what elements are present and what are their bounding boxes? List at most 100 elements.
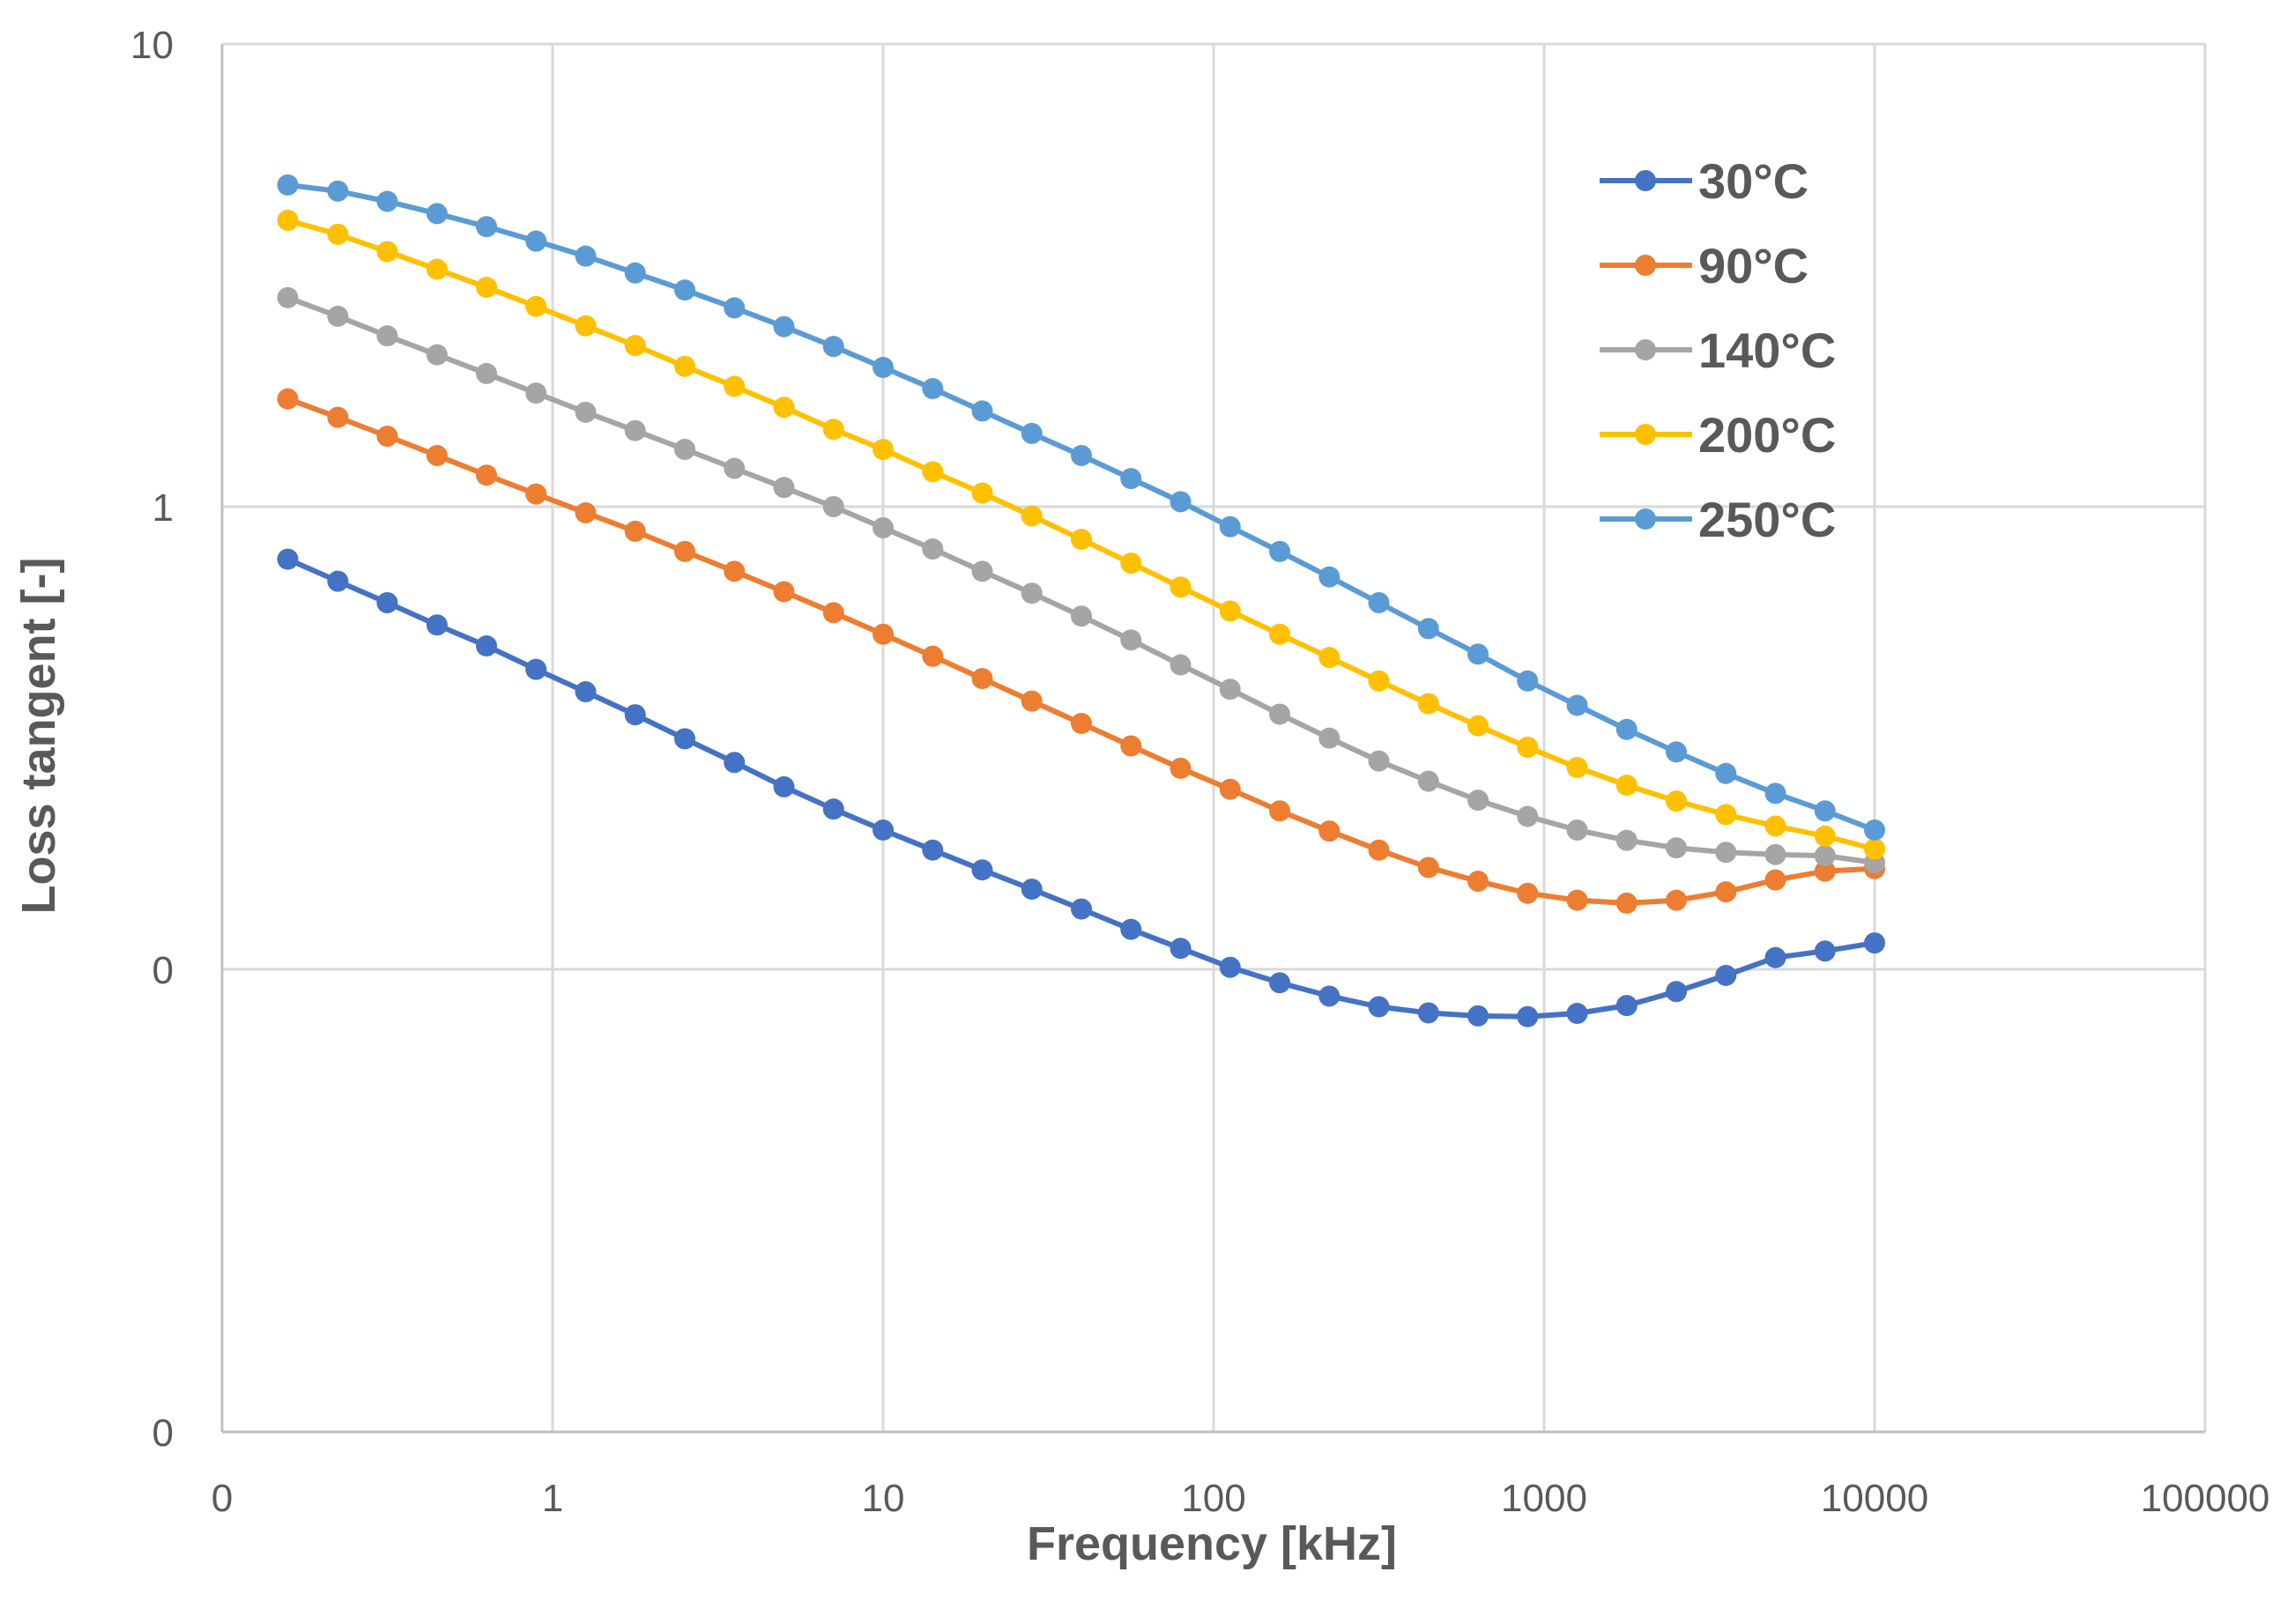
data-point (624, 520, 646, 542)
data-point (327, 406, 349, 428)
data-point (822, 602, 844, 624)
data-point (327, 305, 349, 327)
data-point (277, 286, 299, 308)
data-point (277, 388, 299, 410)
data-point (1417, 770, 1439, 792)
data-point (624, 419, 646, 441)
data-point (1467, 790, 1489, 812)
data-point (1070, 529, 1092, 551)
data-point (1318, 566, 1341, 588)
x-tick-label: 0 (212, 1477, 233, 1520)
data-point (873, 356, 894, 378)
y-tick-label: 1 (152, 486, 174, 530)
data-point (773, 581, 795, 603)
data-point (971, 560, 993, 582)
data-point (1715, 881, 1737, 903)
data-point (1070, 444, 1092, 466)
data-point (1764, 815, 1786, 837)
data-point (1219, 600, 1241, 622)
data-point (1170, 576, 1192, 598)
data-point (922, 538, 944, 560)
y-tick-label: 0 (152, 949, 174, 992)
data-point (1814, 940, 1836, 962)
data-point (873, 438, 894, 460)
data-point (822, 336, 844, 358)
data-point (724, 457, 746, 479)
data-point (476, 362, 498, 384)
data-point (476, 464, 498, 486)
data-point (1368, 996, 1390, 1018)
data-point (1417, 1002, 1439, 1024)
data-point (1666, 741, 1688, 763)
data-point (1864, 838, 1885, 860)
data-point (1318, 820, 1341, 842)
data-point (1864, 819, 1885, 841)
data-point (1170, 491, 1192, 513)
data-point (1517, 882, 1539, 904)
data-point (1814, 800, 1836, 822)
data-point (1715, 842, 1737, 864)
legend-marker (1635, 424, 1656, 445)
data-point (1517, 805, 1539, 827)
data-point (277, 174, 299, 196)
data-point (525, 658, 547, 680)
y-axis-title: Loss tangent [-] (12, 558, 65, 915)
data-point (476, 277, 498, 299)
data-point (1368, 591, 1390, 613)
data-point (426, 444, 448, 466)
legend-label: 30°C (1698, 153, 1809, 209)
data-point (1219, 956, 1241, 978)
legend-marker (1635, 508, 1656, 530)
data-point (1070, 712, 1092, 734)
x-tick-label: 10 (862, 1477, 905, 1520)
data-point (1368, 839, 1390, 861)
y-tick-label: 10 (130, 24, 174, 67)
series (277, 174, 1885, 1027)
data-point (327, 223, 349, 245)
data-point (476, 216, 498, 238)
data-point (1368, 670, 1390, 692)
data-point (1021, 505, 1043, 527)
data-point (376, 325, 398, 347)
data-point (575, 401, 597, 423)
data-point (873, 819, 894, 841)
series-3 (277, 209, 1885, 860)
data-point (1170, 757, 1192, 779)
data-point (376, 241, 398, 263)
data-point (822, 798, 844, 820)
series-0 (277, 548, 1885, 1027)
data-point (1517, 670, 1539, 692)
data-point (426, 258, 448, 280)
data-point (822, 419, 844, 441)
data-point (873, 623, 894, 645)
data-point (724, 560, 746, 582)
data-point (773, 477, 795, 499)
legend-entry: 90°C (1600, 238, 1809, 293)
data-point (1120, 552, 1142, 575)
data-point (1666, 790, 1688, 812)
data-point (1318, 985, 1341, 1007)
data-point (1615, 995, 1638, 1017)
data-point (724, 752, 746, 774)
data-point (1764, 843, 1786, 865)
data-point (724, 297, 746, 319)
data-point (1120, 735, 1142, 757)
data-point (1814, 825, 1836, 847)
data-point (1070, 898, 1092, 920)
data-point (822, 496, 844, 517)
data-point (525, 382, 547, 404)
data-point (1120, 468, 1142, 490)
data-point (1615, 892, 1638, 914)
data-point (1120, 918, 1142, 940)
legend-entry: 250°C (1600, 492, 1836, 547)
data-point (1517, 736, 1539, 758)
data-point (1467, 643, 1489, 665)
legend-marker (1635, 339, 1656, 360)
data-point (1566, 694, 1588, 716)
data-point (476, 635, 498, 657)
data-point (376, 190, 398, 212)
data-point (1417, 693, 1439, 715)
x-tick-label: 10000 (1821, 1477, 1928, 1520)
data-point (1615, 718, 1638, 740)
